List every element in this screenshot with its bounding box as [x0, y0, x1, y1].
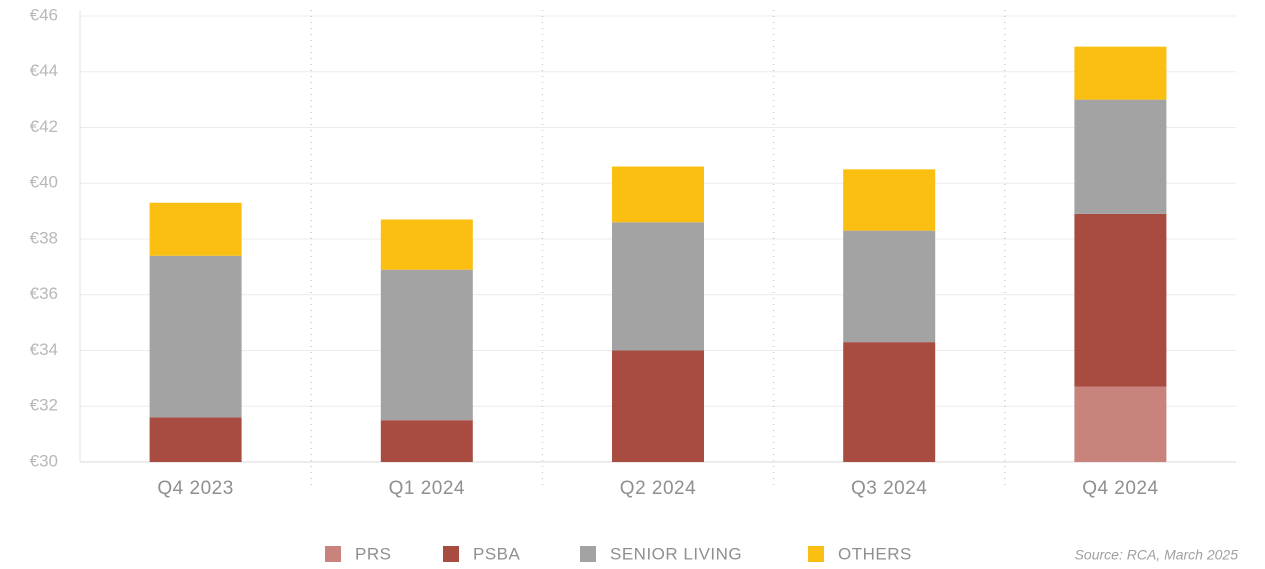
y-tick-label: €36: [30, 284, 58, 303]
x-tick-label: Q3 2024: [851, 478, 927, 499]
x-tick-label: Q4 2024: [1082, 478, 1158, 499]
bar-segment: [1074, 99, 1167, 214]
bar-segment: [380, 269, 473, 421]
bar-segment: [612, 350, 704, 462]
bar-segment: [1074, 386, 1167, 462]
bar-segment: [612, 222, 704, 351]
y-tick-label: €42: [30, 117, 58, 136]
x-tick-label: Q2 2024: [620, 478, 696, 499]
bar-segment: [149, 202, 242, 256]
bar-segment: [843, 169, 936, 231]
legend-swatch: [580, 546, 596, 562]
source-note: Source: RCA, March 2025: [1075, 547, 1239, 563]
bar-segment: [149, 255, 242, 418]
legend-swatch: [808, 546, 824, 562]
bar-segment: [843, 230, 936, 343]
y-tick-label: €44: [30, 61, 58, 80]
bar-segment: [843, 342, 936, 462]
legend-label: PSBA: [473, 544, 521, 563]
y-tick-label: €32: [30, 396, 58, 415]
y-tick-label: €38: [30, 228, 58, 247]
y-tick-label: €40: [30, 173, 58, 192]
bar-segment: [1074, 46, 1167, 100]
legend-swatch: [325, 546, 341, 562]
bar-segment: [380, 219, 473, 270]
y-tick-label: €46: [30, 5, 58, 24]
legend-label: PRS: [355, 544, 391, 563]
legend-label: OTHERS: [838, 544, 912, 563]
bar-segment: [149, 417, 242, 462]
x-tick-label: Q4 2023: [157, 478, 233, 499]
x-tick-label: Q1 2024: [389, 478, 465, 499]
y-tick-label: €34: [30, 340, 58, 359]
y-tick-label: €30: [30, 451, 58, 470]
bar-segment: [1074, 213, 1167, 387]
bar-segment: [380, 420, 473, 462]
legend-swatch: [443, 546, 459, 562]
bar-segment: [612, 166, 704, 223]
legend-label: SENIOR LIVING: [610, 544, 742, 563]
